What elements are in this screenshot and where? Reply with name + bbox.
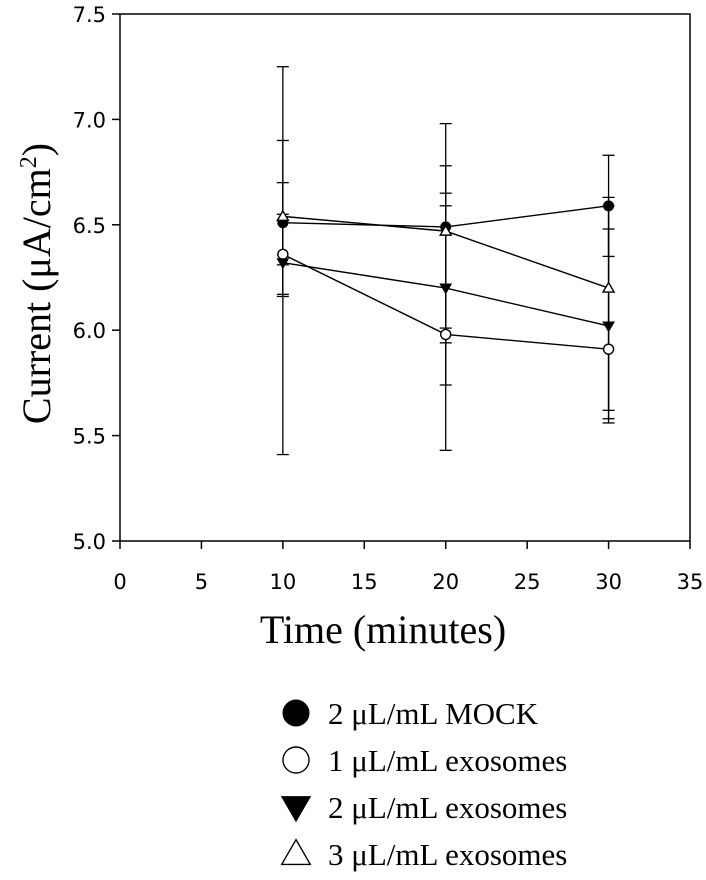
data-point	[440, 328, 452, 341]
plot-frame	[119, 13, 691, 542]
y-axis-title-close: )	[14, 143, 59, 156]
data-point	[603, 200, 615, 212]
data-point	[439, 283, 453, 295]
y-tick-label: 6.5	[73, 214, 106, 238]
y-tick-label: 7.0	[73, 108, 106, 132]
legend-label: 2 μL/mL exosomes	[328, 790, 567, 825]
legend-marker	[282, 699, 310, 727]
y-tick-label: 7.5	[73, 3, 106, 27]
y-tick-label: 5.5	[73, 425, 106, 449]
x-tick-label: 35	[677, 570, 704, 594]
legend-label: 2 μL/mL MOCK	[328, 696, 539, 731]
x-tick-label: 20	[432, 570, 459, 594]
data-point	[601, 281, 616, 293]
x-tick-label: 0	[113, 570, 126, 594]
legend-marker	[280, 796, 312, 823]
x-axis-title: Time (minutes)	[260, 607, 506, 652]
legend-marker	[282, 746, 310, 774]
x-tick-label: 5	[195, 570, 208, 594]
x-tick-label: 10	[269, 570, 296, 594]
data-point	[439, 224, 453, 236]
y-tick-label: 6.0	[73, 319, 106, 343]
y-axis-title-main: Current (μA/cm	[14, 168, 59, 424]
legend-label: 1 μL/mL exosomes	[328, 743, 567, 778]
data-point	[602, 321, 615, 333]
legend-marker	[280, 838, 312, 866]
data-point	[276, 209, 290, 222]
data-point	[602, 343, 615, 355]
legend-label: 3 μL/mL exosomes	[328, 837, 567, 872]
data-point	[277, 248, 289, 261]
x-tick-label: 30	[595, 570, 622, 594]
y-axis-title: Current (μA/cm2)	[14, 143, 59, 424]
x-tick-label: 15	[351, 570, 378, 594]
y-tick-label: 5.0	[73, 530, 106, 554]
data-point	[276, 258, 290, 270]
y-axis-title-superscript: 2	[16, 156, 42, 168]
x-tick-label: 25	[514, 570, 541, 594]
